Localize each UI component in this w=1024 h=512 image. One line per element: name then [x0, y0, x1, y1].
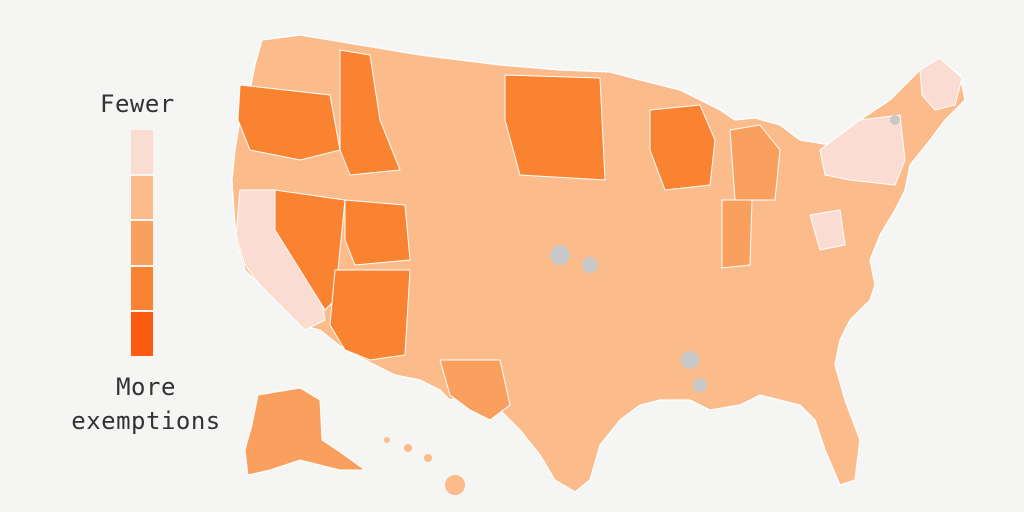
region-west-virginia — [809, 209, 846, 251]
legend-color-scale — [131, 130, 153, 358]
region-indiana — [721, 199, 753, 269]
region-idaho — [339, 49, 401, 176]
legend-swatch-2 — [131, 175, 153, 220]
legend-swatch-4 — [131, 266, 153, 311]
region-maine — [919, 57, 963, 111]
no-data-kansas-2 — [582, 257, 598, 273]
region-north-dakota-east — [504, 74, 606, 181]
region-utah — [344, 199, 411, 266]
legend-bottom-line2: exemptions — [71, 407, 221, 435]
region-contiguous-us — [231, 34, 966, 493]
hawaii-island-4 — [445, 475, 465, 495]
region-pacific-northwest — [237, 84, 341, 161]
region-new-york — [819, 114, 906, 186]
region-alaska — [244, 387, 367, 476]
no-data-kansas — [550, 245, 570, 265]
region-texas-west — [439, 359, 511, 421]
no-data-mississippi — [681, 351, 699, 369]
legend-swatch-1 — [131, 130, 153, 174]
hawaii-island-2 — [404, 444, 412, 452]
no-data-vermont — [890, 115, 900, 125]
region-wisconsin — [649, 104, 716, 191]
legend-bottom-line1: More — [116, 373, 176, 401]
region-michigan — [729, 124, 781, 201]
hawaii-island-1 — [384, 437, 390, 443]
no-data-mississippi-2 — [693, 378, 707, 392]
region-arizona — [329, 269, 411, 361]
no-data-areas — [550, 115, 900, 392]
legend-swatch-5 — [131, 312, 153, 356]
region-hawaii — [384, 437, 465, 495]
legend-bottom-label: More exemptions — [56, 370, 236, 438]
legend-swatch-3 — [131, 221, 153, 265]
legend-top-label: Fewer — [100, 90, 175, 118]
hawaii-island-3 — [424, 454, 432, 462]
